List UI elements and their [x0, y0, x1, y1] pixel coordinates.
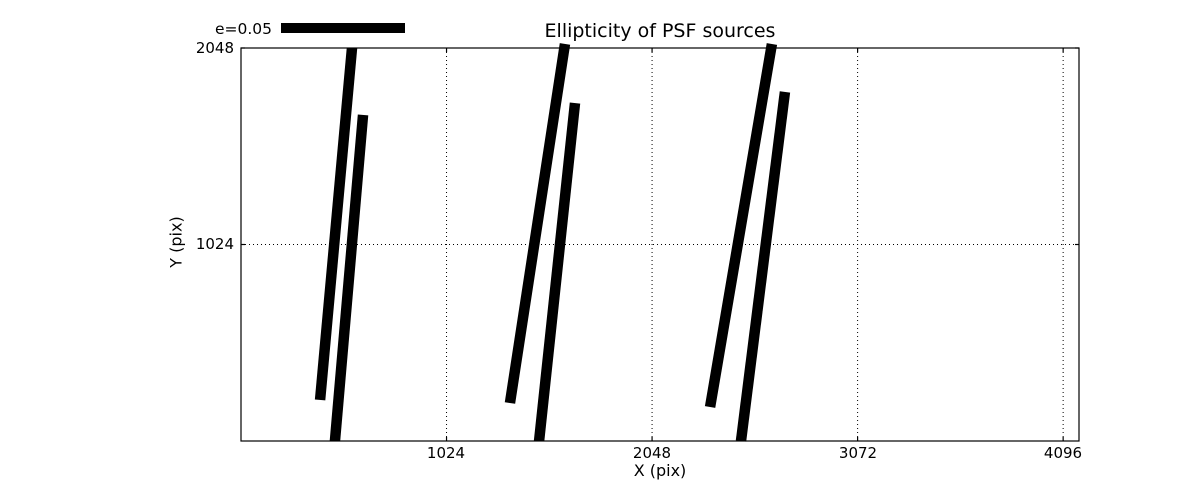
- ellipticity-whisker-4: [704, 43, 778, 408]
- ellipticity-whisker-0: [314, 47, 358, 401]
- axes-box: [240, 47, 1080, 442]
- ellipticity-whisker-5: [735, 91, 791, 442]
- ellipticity-whisker-2: [504, 43, 571, 404]
- x-tick-label-3072: 3072: [838, 444, 878, 462]
- legend-label: e=0.05: [214, 20, 272, 38]
- x-tick-label-2048: 2048: [632, 444, 672, 462]
- legend-swatch-bar: [281, 23, 405, 33]
- ellipticity-whisker-3: [533, 102, 581, 442]
- x-tick-label-4096: 4096: [1043, 444, 1083, 462]
- chart-title: Ellipticity of PSF sources: [544, 20, 776, 42]
- x-axis-label: X (pix): [633, 461, 687, 480]
- y-axis-label: Y (pix): [166, 216, 186, 268]
- x-tick-label-1024: 1024: [426, 444, 466, 462]
- ellipticity-whisker-1: [329, 114, 369, 442]
- y-tick-label-2048: 2048: [195, 39, 234, 57]
- y-tick-label-1024: 1024: [195, 235, 234, 253]
